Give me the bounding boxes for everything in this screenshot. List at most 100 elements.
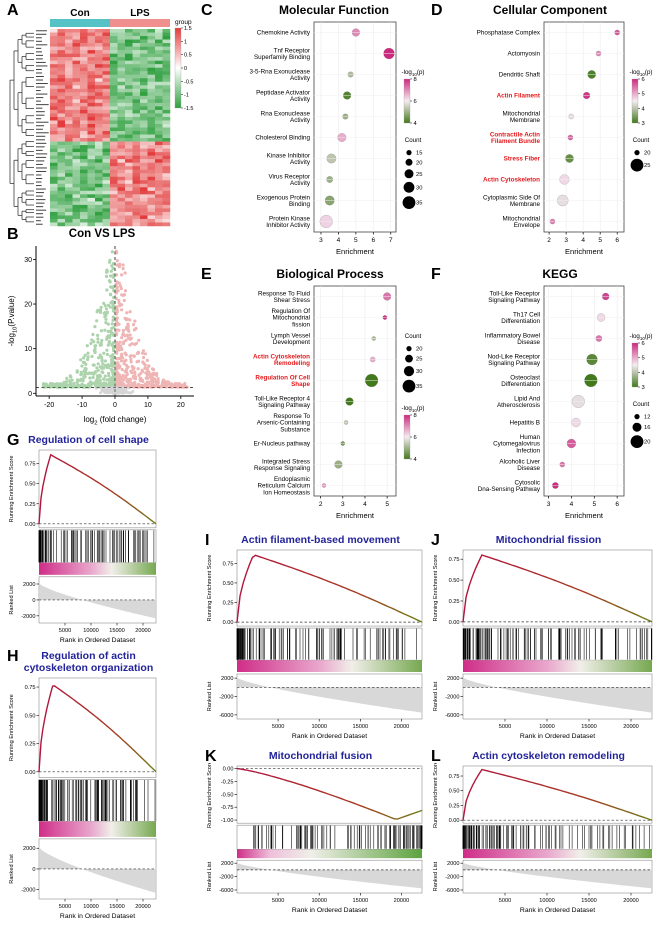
- svg-text:Mitochondrial: Mitochondrial: [273, 315, 310, 322]
- svg-text:Dna-Sensing Pathway: Dna-Sensing Pathway: [478, 486, 541, 493]
- svg-text:5000: 5000: [59, 628, 71, 634]
- count-legend-dot: [403, 181, 415, 193]
- svg-text:4: 4: [570, 501, 574, 508]
- svg-text:Substance: Substance: [280, 426, 310, 433]
- svg-text:LPS: LPS: [130, 8, 150, 19]
- svg-text:30: 30: [416, 185, 422, 191]
- svg-text:4: 4: [414, 121, 418, 127]
- svg-text:Regulation Of Cell: Regulation Of Cell: [255, 374, 310, 381]
- svg-text:0.25: 0.25: [449, 599, 460, 605]
- svg-text:7: 7: [389, 237, 393, 244]
- ranked-metric-area: [463, 862, 652, 889]
- svg-text:0.50: 0.50: [25, 713, 36, 719]
- ranked-metric-area: [39, 847, 156, 894]
- svg-text:Cholesterol Binding: Cholesterol Binding: [255, 135, 310, 142]
- svg-text:0.25: 0.25: [25, 502, 36, 508]
- svg-text:0.00: 0.00: [25, 522, 36, 528]
- hit-barcode: [38, 530, 155, 563]
- svg-text:Atherosclerosis: Atherosclerosis: [497, 402, 540, 409]
- svg-text:Endoplasmic: Endoplasmic: [274, 476, 310, 483]
- svg-text:5000: 5000: [272, 898, 284, 904]
- svg-text:0.50: 0.50: [25, 482, 36, 488]
- panel-g-gsea: G Regulation of cell shape 0.00 0.25 0.50 0…: [6, 432, 160, 648]
- es-curve: [236, 554, 423, 623]
- heatmap-color-legend: [174, 27, 182, 109]
- panel-b-letter: B: [7, 226, 19, 243]
- svg-text:4: 4: [337, 237, 341, 244]
- svg-text:Arsenic-Containing: Arsenic-Containing: [257, 420, 311, 427]
- rank-color-band: [39, 562, 156, 575]
- svg-text:1.5: 1.5: [184, 26, 192, 32]
- svg-text:Filament Bundle: Filament Bundle: [491, 138, 540, 145]
- svg-text:-2000: -2000: [21, 888, 35, 894]
- es-curve: [38, 453, 157, 525]
- svg-text:Ranked List: Ranked List: [207, 861, 213, 891]
- svg-text:6: 6: [615, 501, 619, 508]
- svg-text:20: 20: [644, 151, 650, 157]
- svg-text:5000: 5000: [59, 904, 71, 910]
- svg-text:3: 3: [547, 501, 551, 508]
- svg-text:0.25: 0.25: [223, 601, 234, 607]
- panel-k-title: Mitochondrial fusion: [268, 750, 373, 762]
- volcano-points: [41, 249, 189, 395]
- svg-text:Virus Receptor: Virus Receptor: [268, 173, 310, 180]
- count-legend-dot: [634, 150, 640, 156]
- logp-legend: [403, 78, 411, 124]
- svg-text:0.00: 0.00: [223, 620, 234, 626]
- svg-text:35: 35: [416, 384, 422, 390]
- svg-text:20000: 20000: [623, 898, 639, 904]
- panel-j-letter: J: [431, 532, 440, 549]
- panel-d-letter: D: [431, 2, 443, 19]
- panel-a-heatmap: A Con LPS group 1.5 1 0.5 0 -0.5 -1 -1.5: [6, 2, 198, 228]
- svg-text:15000: 15000: [353, 724, 369, 730]
- svg-text:Rank in Ordered Dataset: Rank in Ordered Dataset: [520, 907, 595, 914]
- svg-text:20: 20: [177, 402, 185, 409]
- svg-text:-0.25: -0.25: [221, 780, 234, 786]
- svg-text:Toll-Like Receptor 4: Toll-Like Receptor 4: [254, 395, 310, 402]
- svg-text:-2000: -2000: [445, 695, 459, 701]
- rank-color-band: [237, 660, 422, 673]
- svg-text:0.00: 0.00: [223, 767, 234, 773]
- svg-text:Th17 Cell: Th17 Cell: [513, 311, 540, 318]
- svg-text:Count: Count: [633, 137, 650, 144]
- svg-text:Human: Human: [520, 434, 541, 441]
- svg-text:-2000: -2000: [219, 695, 233, 701]
- panel-j-gsea: J Mitochondrial fission 0.00 0.25 0.50 0.75…: [430, 532, 656, 744]
- svg-text:Enrichment: Enrichment: [565, 511, 604, 520]
- svg-text:2000: 2000: [221, 861, 233, 867]
- panel-k-gsea: K Mitochondrial fusion 0.00 -0.25 -0.50 -0.…: [204, 748, 426, 918]
- rank-color-band: [463, 849, 652, 859]
- svg-text:Response To Fluid: Response To Fluid: [258, 290, 311, 297]
- svg-text:30: 30: [24, 257, 32, 264]
- svg-text:-0.75: -0.75: [221, 805, 234, 811]
- panel-j-title: Mitochondrial fission: [495, 534, 602, 546]
- svg-text:Superfamily Binding: Superfamily Binding: [254, 54, 310, 61]
- svg-text:20: 20: [644, 440, 650, 446]
- svg-text:Exogenous Protein: Exogenous Protein: [257, 194, 311, 201]
- svg-text:10000: 10000: [539, 898, 555, 904]
- svg-text:0.75: 0.75: [449, 774, 460, 780]
- svg-text:8: 8: [414, 413, 417, 419]
- hit-barcode: [462, 628, 653, 660]
- svg-text:3: 3: [564, 237, 568, 244]
- panel-c-letter: C: [201, 2, 213, 19]
- svg-text:Count: Count: [405, 333, 422, 340]
- svg-text:Dendritic Shaft: Dendritic Shaft: [499, 72, 541, 79]
- count-legend-dot: [630, 435, 644, 448]
- svg-text:Protein Kinase: Protein Kinase: [269, 215, 310, 222]
- svg-text:-0.5: -0.5: [184, 79, 193, 85]
- svg-text:Infection: Infection: [516, 447, 540, 454]
- svg-text:Ranked List: Ranked List: [207, 681, 213, 711]
- svg-text:Hepatitis B: Hepatitis B: [510, 420, 540, 427]
- svg-text:6: 6: [414, 435, 417, 441]
- panel-i-gsea: I Actin filament-based movement 0.00 0.25…: [204, 532, 426, 744]
- svg-text:Ion Homeostasis: Ion Homeostasis: [263, 489, 310, 496]
- svg-text:0: 0: [32, 867, 35, 873]
- svg-text:Osteoclast: Osteoclast: [510, 374, 540, 381]
- svg-text:0: 0: [184, 66, 187, 72]
- es-curve: [462, 768, 653, 821]
- svg-text:Count: Count: [633, 401, 650, 408]
